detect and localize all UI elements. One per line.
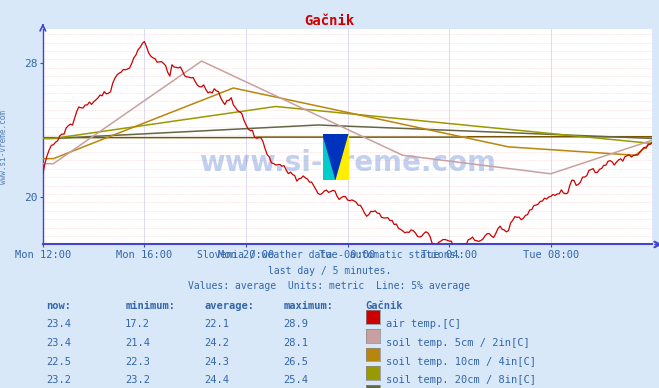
Text: 24.3: 24.3 <box>204 357 229 367</box>
Text: 24.4: 24.4 <box>204 375 229 385</box>
Text: 23.4: 23.4 <box>46 338 71 348</box>
Text: 28.1: 28.1 <box>283 338 308 348</box>
Text: 23.2: 23.2 <box>125 375 150 385</box>
Text: average:: average: <box>204 301 254 311</box>
Text: 25.4: 25.4 <box>283 375 308 385</box>
Text: Gačnik: Gačnik <box>366 301 403 311</box>
Text: soil temp. 20cm / 8in[C]: soil temp. 20cm / 8in[C] <box>386 375 536 385</box>
Text: Values: average  Units: metric  Line: 5% average: Values: average Units: metric Line: 5% a… <box>188 281 471 291</box>
Text: 26.5: 26.5 <box>283 357 308 367</box>
Text: 22.1: 22.1 <box>204 319 229 329</box>
Text: 24.2: 24.2 <box>204 338 229 348</box>
Text: www.si-vreme.com: www.si-vreme.com <box>0 111 9 184</box>
Text: soil temp. 10cm / 4in[C]: soil temp. 10cm / 4in[C] <box>386 357 536 367</box>
Polygon shape <box>323 134 349 180</box>
Text: 22.5: 22.5 <box>46 357 71 367</box>
Text: last day / 5 minutes.: last day / 5 minutes. <box>268 266 391 276</box>
Text: soil temp. 5cm / 2in[C]: soil temp. 5cm / 2in[C] <box>386 338 529 348</box>
Text: 21.4: 21.4 <box>125 338 150 348</box>
Text: 17.2: 17.2 <box>125 319 150 329</box>
Polygon shape <box>336 134 349 180</box>
Text: maximum:: maximum: <box>283 301 333 311</box>
Text: Slovenia / weather data - automatic stations.: Slovenia / weather data - automatic stat… <box>197 250 462 260</box>
Text: air temp.[C]: air temp.[C] <box>386 319 461 329</box>
Text: Gačnik: Gačnik <box>304 14 355 28</box>
Text: 23.2: 23.2 <box>46 375 71 385</box>
Polygon shape <box>323 134 336 180</box>
Text: now:: now: <box>46 301 71 311</box>
Text: 22.3: 22.3 <box>125 357 150 367</box>
Text: minimum:: minimum: <box>125 301 175 311</box>
Text: 23.4: 23.4 <box>46 319 71 329</box>
Text: 28.9: 28.9 <box>283 319 308 329</box>
Text: www.si-vreme.com: www.si-vreme.com <box>199 149 496 177</box>
